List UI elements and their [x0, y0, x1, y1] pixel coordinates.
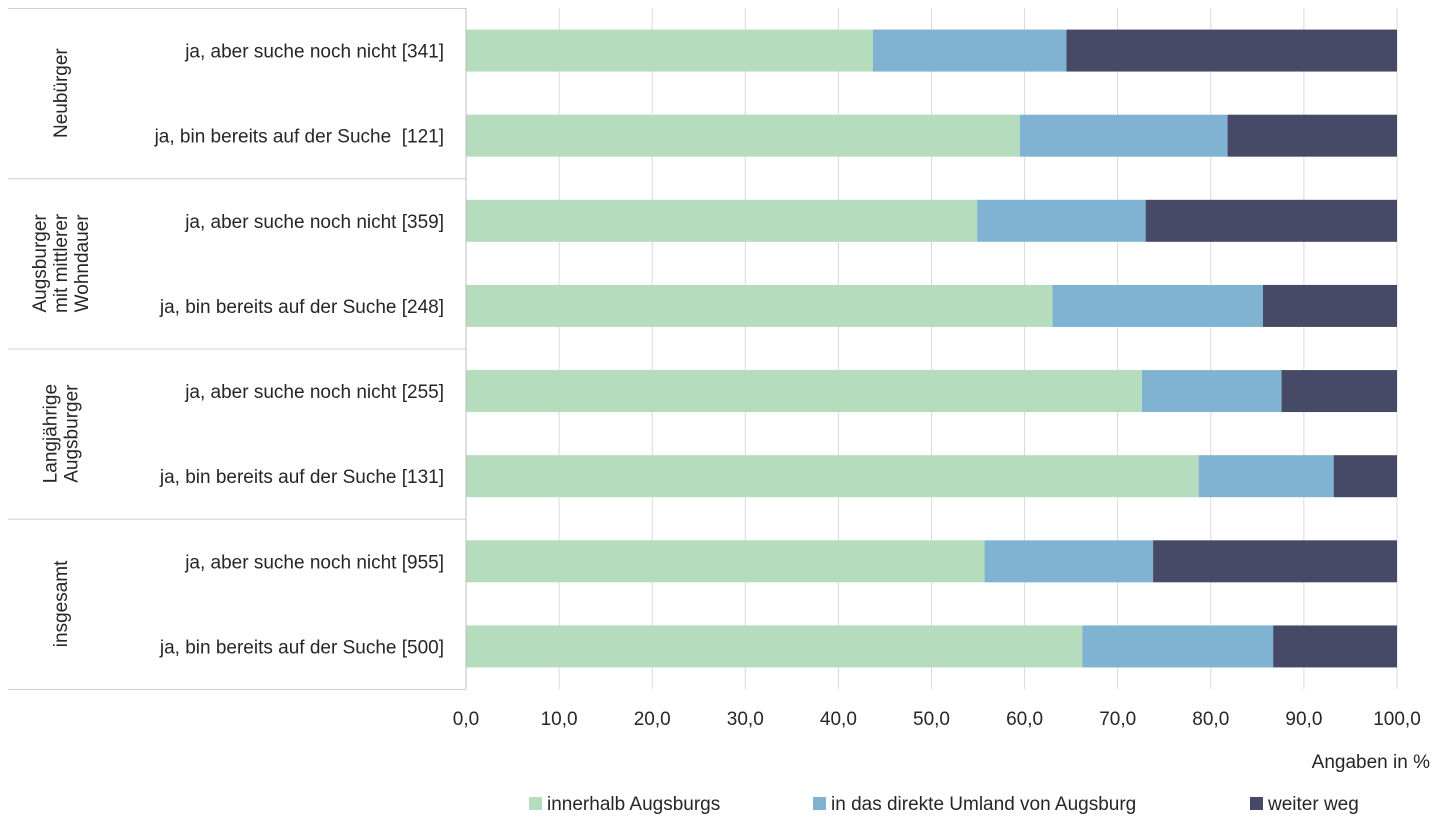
x-axis-label: Angaben in %	[1312, 752, 1430, 773]
category-label: ja, bin bereits auf der Suche [131]	[159, 467, 444, 488]
legend-label: innerhalb Augsburgs	[547, 794, 720, 815]
bar-segment	[1227, 114, 1397, 157]
legend-label: in das direkte Umland von Augsburg	[831, 794, 1136, 815]
bar-segment	[1273, 625, 1397, 668]
bar-segment	[977, 199, 1146, 242]
bar-segment	[466, 455, 1199, 498]
x-tick-label: 30,0	[727, 709, 764, 730]
bar-segment	[1333, 455, 1397, 498]
legend-label: weiter weg	[1267, 794, 1359, 815]
category-label: ja, aber suche noch nicht [255]	[184, 382, 444, 403]
bar-segment	[1082, 625, 1274, 668]
legend-swatch	[1250, 797, 1263, 810]
group-label-line: Augsburger	[30, 214, 51, 313]
x-tick-label: 20,0	[634, 709, 671, 730]
category-labels: ja, aber suche noch nicht [341] ja, bin b…	[154, 42, 444, 659]
bar-segment	[1066, 29, 1397, 72]
category-label: ja, aber suche noch nicht [341]	[184, 42, 444, 63]
bar-segment	[466, 284, 1053, 327]
x-tick-label: 80,0	[1192, 709, 1229, 730]
group-label: insgesamt	[51, 560, 72, 647]
group-label: LangjährigeAugsburger	[41, 384, 83, 483]
group-label-line: mit mittlerer	[51, 213, 72, 313]
bar-segment	[466, 370, 1142, 413]
category-label: ja, aber suche noch nicht [359]	[184, 212, 444, 233]
bar-segment	[1262, 284, 1397, 327]
x-tick-label: 0,0	[453, 709, 479, 730]
category-label: ja, aber suche noch nicht [955]	[184, 552, 444, 573]
group-label-line: insgesamt	[51, 560, 72, 647]
x-tick-label: 60,0	[1006, 709, 1043, 730]
bar-segment	[466, 29, 873, 72]
bar-segment	[1019, 114, 1228, 157]
x-tick-label: 100,0	[1373, 709, 1421, 730]
legend-swatch	[529, 797, 542, 810]
x-tick-label: 70,0	[1099, 709, 1136, 730]
group-label: Neubürger	[51, 48, 72, 138]
bar-segment	[466, 114, 1020, 157]
bar-segment	[466, 625, 1083, 668]
x-tick-label: 40,0	[820, 709, 857, 730]
bars	[466, 29, 1397, 668]
group-frame	[8, 8, 467, 690]
bar-segment	[466, 540, 985, 583]
legend-swatch	[813, 797, 826, 810]
bar-segment	[1141, 370, 1282, 413]
x-tick-label: 50,0	[913, 709, 950, 730]
bar-segment	[466, 199, 978, 242]
bar-segment	[1198, 455, 1334, 498]
legend: innerhalb Augsburgs in das direkte Umland…	[529, 794, 1359, 815]
bar-segment	[1281, 370, 1397, 413]
group-label-line: Langjährige	[41, 384, 62, 483]
category-label: ja, bin bereits auf der Suche [121]	[154, 127, 444, 148]
bar-segment	[872, 29, 1067, 72]
bar-segment	[1145, 199, 1397, 242]
category-label: ja, bin bereits auf der Suche [500]	[159, 637, 444, 658]
group-label-line: Neubürger	[51, 48, 72, 138]
x-tick-labels: 0,0 10,0 20,0 30,0 40,0 50,0 60,0 70,0 80,0 90,0 1…	[453, 709, 1421, 730]
category-label: ja, bin bereits auf der Suche [248]	[159, 297, 444, 318]
x-tick-label: 10,0	[541, 709, 578, 730]
gridlines	[465, 8, 1398, 689]
group-label-line: Wohndauer	[72, 214, 93, 313]
bar-segment	[1153, 540, 1397, 583]
bar-segment	[1052, 284, 1263, 327]
bar-segment	[984, 540, 1154, 583]
group-label: Augsburgermit mittlererWohndauer	[30, 213, 93, 313]
group-label-line: Augsburger	[62, 384, 83, 483]
x-tick-label: 90,0	[1285, 709, 1322, 730]
